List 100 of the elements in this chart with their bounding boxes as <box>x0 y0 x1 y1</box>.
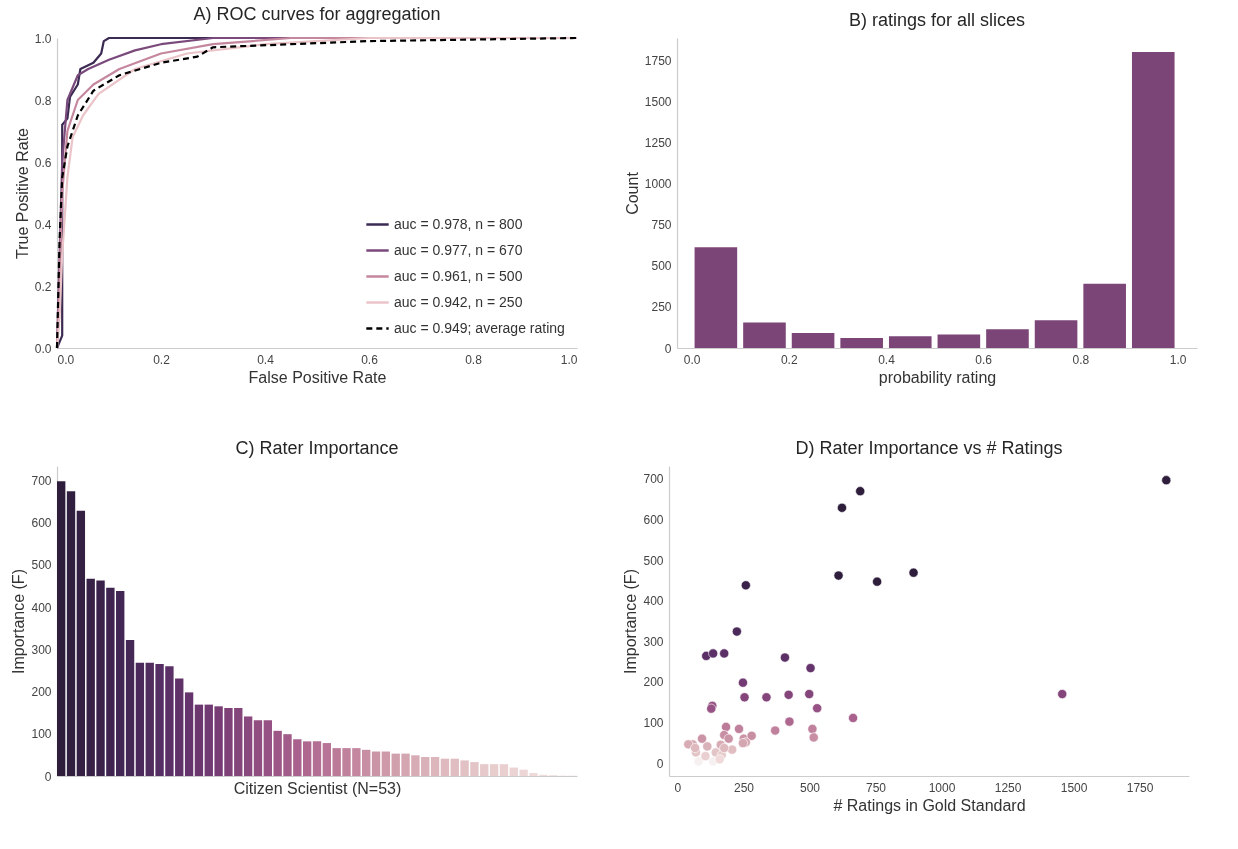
chart-title: B) ratings for all slices <box>848 10 1026 30</box>
y-tick-label: 0.2 <box>34 279 52 294</box>
point <box>784 716 795 727</box>
x-tick-label: 0.0 <box>57 352 75 367</box>
bar <box>430 756 440 776</box>
point <box>714 754 725 765</box>
y-tick-label: 0.0 <box>34 341 52 356</box>
y-tick-label: 300 <box>31 642 52 657</box>
x-tick-label: 0.6 <box>975 352 993 367</box>
x-tick-label: 0.8 <box>1072 352 1090 367</box>
y-tick-label: 1500 <box>644 95 672 110</box>
y-tick-label: 400 <box>643 594 664 609</box>
y-tick-label: 500 <box>651 259 672 274</box>
x-tick-label: 750 <box>866 780 887 795</box>
chart-title: D) Rater Importance vs # Ratings <box>795 438 1063 458</box>
x-tick-label: 0 <box>674 780 682 795</box>
x-tick-label: 1250 <box>994 780 1022 795</box>
bar <box>243 716 253 776</box>
y-tick-label: 0.4 <box>34 217 52 232</box>
point <box>780 652 790 663</box>
bar <box>66 491 76 776</box>
y-axis-title: True Positive Rate <box>13 127 31 260</box>
x-tick-label: 1750 <box>1126 780 1154 795</box>
point <box>702 741 713 752</box>
y-tick-label: 500 <box>31 558 52 573</box>
chart-title: C) Rater Importance <box>235 438 399 458</box>
x-tick-label: 0.0 <box>683 352 701 367</box>
y-tick-label: 500 <box>643 553 664 568</box>
point <box>697 733 707 744</box>
y-tick-label: 0.6 <box>34 155 52 170</box>
x-tick-label: 0.8 <box>465 352 483 367</box>
bar <box>125 640 135 776</box>
point <box>805 663 816 673</box>
y-tick-label: 700 <box>31 473 52 488</box>
bar <box>371 751 381 776</box>
point <box>708 648 719 659</box>
point <box>700 751 711 762</box>
point <box>837 502 847 513</box>
point <box>690 743 701 753</box>
x-tick-label: 1.0 <box>1169 352 1187 367</box>
y-tick-label: 100 <box>31 727 52 742</box>
y-tick-label: 250 <box>651 300 672 315</box>
point <box>719 648 730 659</box>
legend-label: auc = 0.978, n = 800 <box>394 215 523 232</box>
y-tick-label: 100 <box>643 715 664 730</box>
point <box>1161 475 1172 486</box>
y-tick-label: 200 <box>31 685 52 700</box>
legend-label: auc = 0.949; average rating <box>394 319 565 336</box>
y-tick-label: 600 <box>31 516 52 531</box>
point <box>693 756 704 767</box>
point <box>731 626 742 637</box>
point <box>833 570 844 581</box>
point <box>872 576 883 587</box>
point <box>855 486 866 497</box>
point <box>804 689 815 699</box>
y-tick-label: 700 <box>643 472 664 487</box>
x-tick-label: 1.0 <box>560 352 578 367</box>
point <box>908 567 919 578</box>
x-axis-title: probability rating <box>878 368 997 386</box>
point <box>812 703 823 714</box>
point <box>848 713 858 723</box>
y-tick-label: 1.0 <box>34 31 52 46</box>
bar <box>312 741 322 776</box>
y-tick-label: 1000 <box>644 177 672 192</box>
x-tick-label: 250 <box>733 780 755 795</box>
point <box>740 580 751 591</box>
bar <box>194 704 204 776</box>
y-tick-label: 1250 <box>644 136 672 151</box>
y-tick-label: 0.8 <box>34 93 52 108</box>
x-tick-label: 1500 <box>1060 780 1088 795</box>
legend-label: auc = 0.961, n = 500 <box>394 267 523 284</box>
chart-title: A) ROC curves for aggregation <box>193 4 441 24</box>
x-tick-label: 0.4 <box>878 352 896 367</box>
bar <box>76 510 86 776</box>
bar <box>253 720 263 776</box>
x-tick-label: 1000 <box>928 780 956 795</box>
bar <box>135 662 145 776</box>
y-axis-title: Count <box>623 171 641 215</box>
y-axis-title: Importance (F) <box>622 569 640 674</box>
y-tick-label: 0 <box>664 341 672 356</box>
point <box>738 677 748 688</box>
y-tick-label: 1750 <box>644 54 672 69</box>
x-axis-title: Citizen Scientist (N=53) <box>233 779 402 797</box>
y-tick-label: 200 <box>643 675 664 690</box>
x-tick-label: 0.6 <box>361 352 379 367</box>
point <box>739 692 750 703</box>
legend-label: auc = 0.977, n = 670 <box>394 241 523 258</box>
point <box>719 743 730 753</box>
bar <box>499 764 509 776</box>
x-tick-label: 0.2 <box>780 352 798 367</box>
legend-label: auc = 0.942, n = 250 <box>394 293 523 310</box>
y-tick-label: 0 <box>656 756 664 771</box>
y-tick-label: 600 <box>643 513 664 528</box>
point <box>761 692 772 703</box>
bar <box>381 751 391 776</box>
y-tick-label: 400 <box>31 600 52 615</box>
y-tick-label: 0 <box>44 769 52 784</box>
point <box>807 724 818 734</box>
point <box>683 739 694 750</box>
bar <box>57 481 66 776</box>
